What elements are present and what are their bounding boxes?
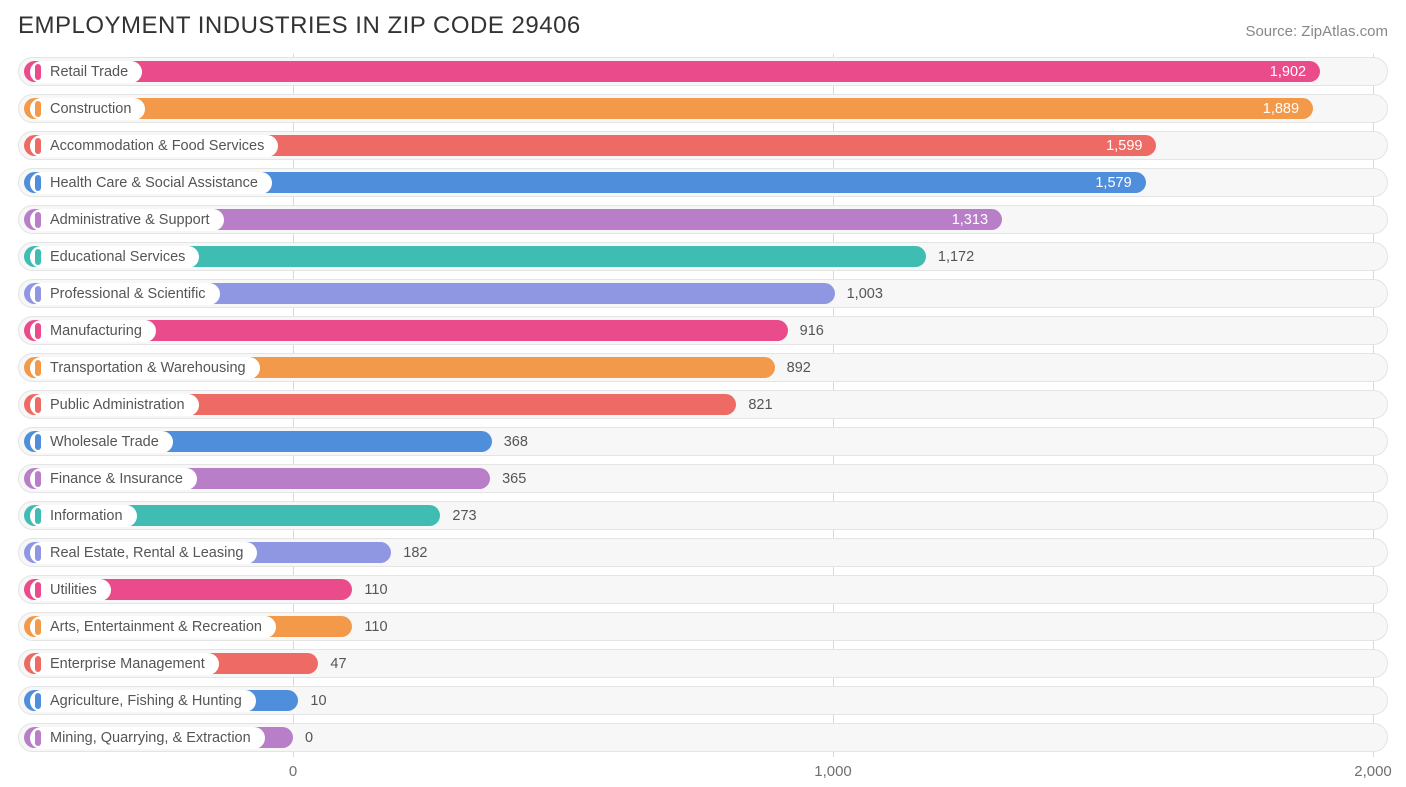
bar-row: Construction 1,889	[18, 91, 1388, 126]
bar-value: 821	[748, 397, 772, 413]
bar-row: Health Care & Social Assistance 1,579	[18, 165, 1388, 200]
bar-row: Retail Trade 1,902	[18, 54, 1388, 89]
bar-value: 0	[305, 730, 313, 746]
bar-row: Transportation & Warehousing 892	[18, 350, 1388, 385]
bar-row: Professional & Scientific 1,003	[18, 276, 1388, 311]
chart-title: EMPLOYMENT INDUSTRIES IN ZIP CODE 29406	[18, 12, 581, 40]
bar-row: Arts, Entertainment & Recreation 110	[18, 609, 1388, 644]
x-axis-tick-label: 2,000	[1354, 763, 1392, 780]
bar-fill	[24, 61, 1320, 82]
bar-value: 110	[364, 582, 387, 598]
x-axis-tick-label: 1,000	[814, 763, 852, 780]
bar-row: Information 273	[18, 498, 1388, 533]
bar-row: Real Estate, Rental & Leasing 182	[18, 535, 1388, 570]
bar-label-pill: Health Care & Social Assistance	[30, 172, 272, 194]
bar-label-pill: Transportation & Warehousing	[30, 357, 260, 379]
bar-row: Enterprise Management 47	[18, 646, 1388, 681]
bar-label-pill: Enterprise Management	[30, 653, 219, 675]
bar-value: 1,003	[847, 286, 883, 302]
bar-label-pill: Arts, Entertainment & Recreation	[30, 616, 276, 638]
chart-header: EMPLOYMENT INDUSTRIES IN ZIP CODE 29406 …	[18, 12, 1388, 40]
bar-row: Accommodation & Food Services 1,599	[18, 128, 1388, 163]
bar-label-pill: Real Estate, Rental & Leasing	[30, 542, 257, 564]
bar-row: Finance & Insurance 365	[18, 461, 1388, 496]
bar-label-pill: Mining, Quarrying, & Extraction	[30, 727, 265, 749]
bar-label-pill: Public Administration	[30, 394, 199, 416]
bar-label-pill: Utilities	[30, 579, 111, 601]
bar-label-pill: Educational Services	[30, 246, 199, 268]
bar-row: Mining, Quarrying, & Extraction 0	[18, 720, 1388, 755]
bar-label-pill: Retail Trade	[30, 61, 142, 83]
bar-label-pill: Accommodation & Food Services	[30, 135, 278, 157]
bar-row: Public Administration 821	[18, 387, 1388, 422]
bar-value: 47	[330, 656, 346, 672]
bar-value: 916	[800, 323, 824, 339]
bar-value: 892	[787, 360, 811, 376]
bar-value: 110	[364, 619, 387, 635]
x-axis: 01,0002,000	[18, 757, 1388, 787]
bar-label-pill: Construction	[30, 98, 145, 120]
bar-label-pill: Agriculture, Fishing & Hunting	[30, 690, 256, 712]
bar-value: 368	[504, 434, 528, 450]
bar-row: Utilities 110	[18, 572, 1388, 607]
bar-value: 1,172	[938, 249, 974, 265]
bar-row: Administrative & Support 1,313	[18, 202, 1388, 237]
bar-row: Educational Services 1,172	[18, 239, 1388, 274]
bar-row: Wholesale Trade 368	[18, 424, 1388, 459]
bar-label-pill: Administrative & Support	[30, 209, 224, 231]
bar-value: 273	[452, 508, 476, 524]
bar-row: Manufacturing 916	[18, 313, 1388, 348]
bar-value: 10	[310, 693, 326, 709]
bar-label-pill: Wholesale Trade	[30, 431, 173, 453]
bar-label-pill: Information	[30, 505, 137, 527]
bar-label-pill: Professional & Scientific	[30, 283, 220, 305]
bar-value: 1,889	[1263, 101, 1299, 117]
chart-source: Source: ZipAtlas.com	[1245, 23, 1388, 40]
employment-bar-chart: Retail Trade 1,902 Construction 1,889 Accomm…	[18, 54, 1388, 787]
bar-value: 1,313	[952, 212, 988, 228]
bar-fill	[24, 98, 1313, 119]
bar-value: 1,579	[1095, 175, 1131, 191]
bar-label-pill: Manufacturing	[30, 320, 156, 342]
bar-value: 365	[502, 471, 526, 487]
bar-row: Agriculture, Fishing & Hunting 10	[18, 683, 1388, 718]
x-axis-tick-label: 0	[289, 763, 297, 780]
bar-value: 1,599	[1106, 138, 1142, 154]
bar-value: 182	[403, 545, 427, 561]
bar-label-pill: Finance & Insurance	[30, 468, 197, 490]
bar-value: 1,902	[1270, 64, 1306, 80]
